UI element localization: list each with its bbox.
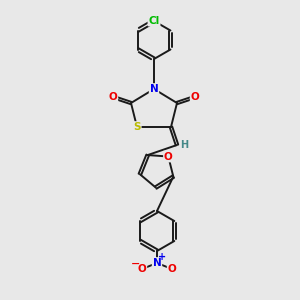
Text: S: S [133, 122, 141, 132]
Text: O: O [190, 92, 200, 102]
Text: H: H [181, 140, 189, 150]
Text: O: O [109, 92, 117, 102]
Text: N: N [153, 258, 161, 268]
Text: +: + [158, 252, 166, 262]
Text: O: O [164, 152, 173, 161]
Text: O: O [168, 264, 176, 274]
Text: −: − [131, 258, 141, 268]
Text: N: N [150, 84, 158, 94]
Text: O: O [138, 264, 146, 274]
Text: Cl: Cl [148, 16, 160, 26]
